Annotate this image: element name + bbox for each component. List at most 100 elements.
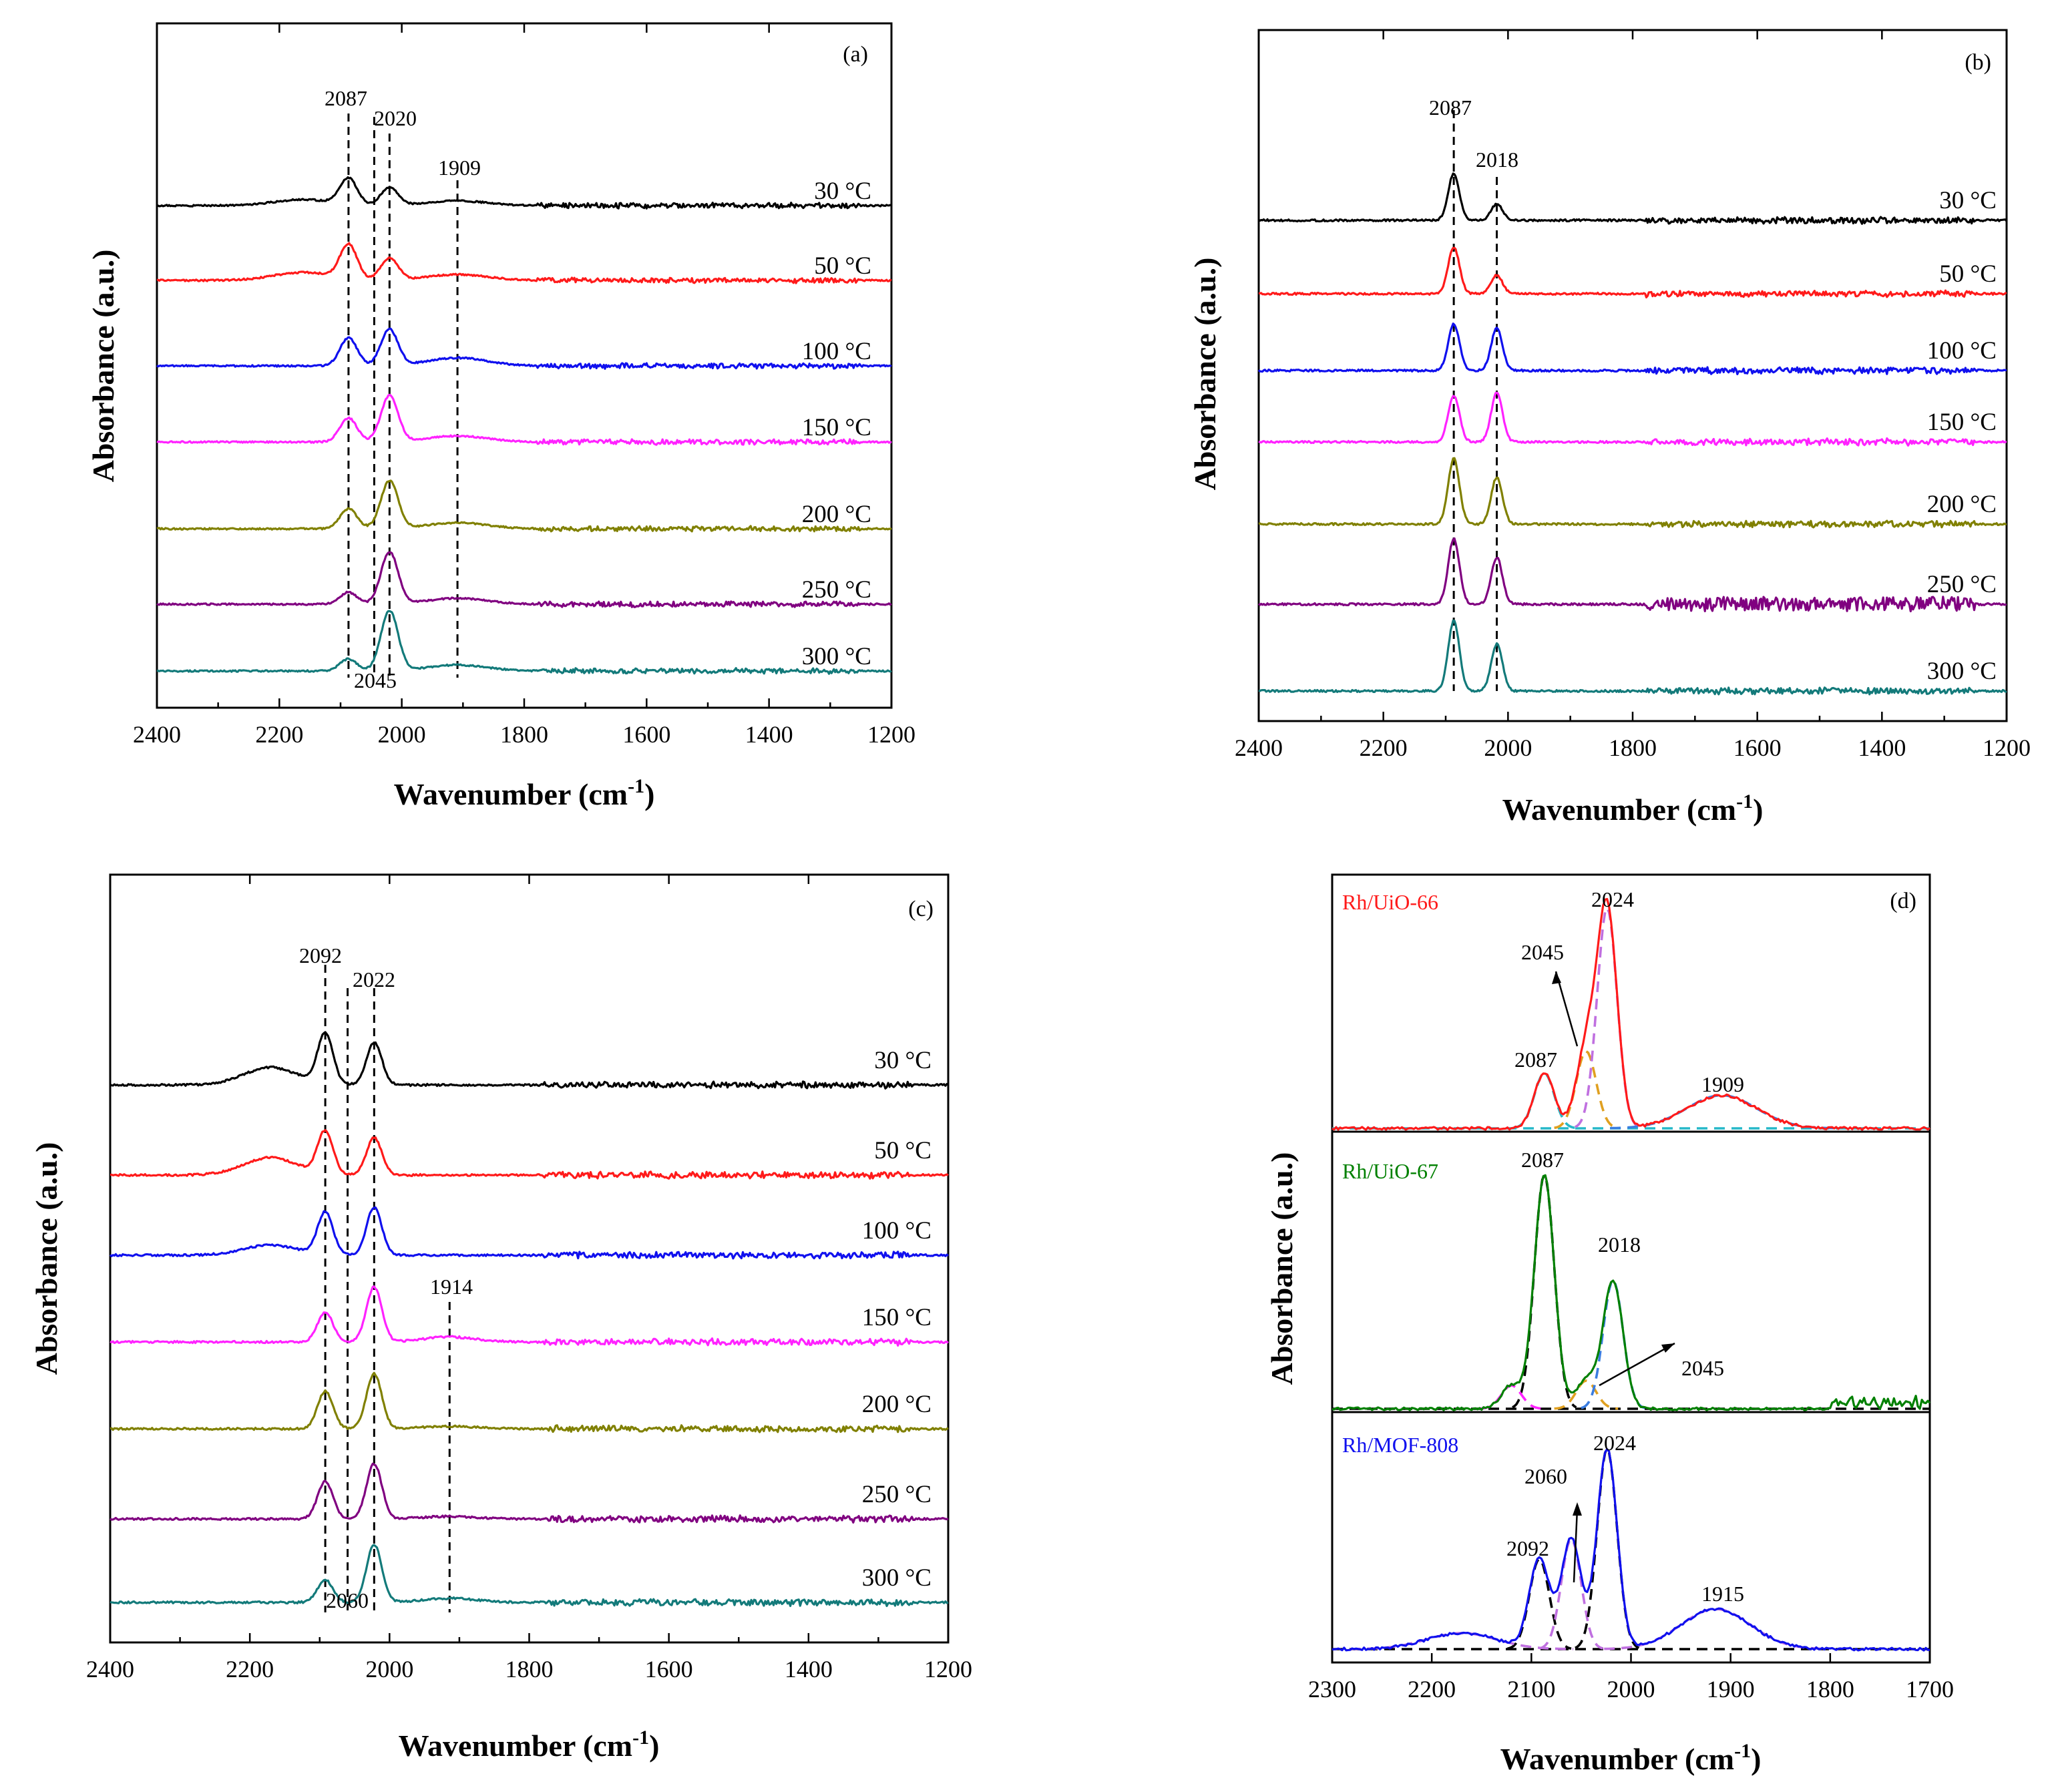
temperature-label: 30 °C (874, 1047, 932, 1074)
x-tick-label: 1800 (1806, 1676, 1854, 1703)
temperature-label: 100 °C (1927, 337, 1997, 365)
spectrum-line (1258, 619, 2007, 696)
spectrum-line (1258, 457, 2007, 529)
x-tick-label: 1600 (622, 721, 670, 748)
fit-component (1512, 1172, 1577, 1409)
panel-a-spectra (156, 176, 892, 675)
panel-c-tag: (c) (908, 897, 934, 921)
spectrum-line (156, 393, 892, 446)
sample-name-uio67: Rh/UiO-67 (1342, 1159, 1438, 1183)
x-tick-label: 1800 (500, 721, 548, 748)
temperature-label: 300 °C (862, 1564, 932, 1592)
spectrum-line (110, 1285, 950, 1347)
temperature-label: 150 °C (1927, 409, 1997, 436)
temperature-label: 200 °C (1927, 491, 1997, 518)
x-tick-label: 1900 (1707, 1676, 1755, 1703)
uio67-peak-label: 2087 (1521, 1148, 1564, 1172)
panel-d-spectra (1331, 897, 1931, 1652)
panel-b-tag: (b) (1965, 50, 1991, 75)
x-tick-label: 2000 (1484, 734, 1532, 761)
x-tick-label: 1800 (1609, 734, 1657, 761)
uio67-peak-label: 2018 (1598, 1233, 1641, 1257)
panel-d-ticks (1331, 1130, 1931, 1662)
temperature-label: 250 °C (802, 576, 871, 604)
x-tick-label: 1200 (1983, 734, 2031, 761)
spectrum-line (110, 1129, 949, 1180)
panel-d-frame (1331, 873, 1931, 1664)
panel-a-tag: (a) (843, 42, 868, 67)
panel-d-tick-labels: 2300 2200 2100 2000 1900 1800 1700 (1308, 1676, 1954, 1703)
panel-b-peak-label: 2087 (1429, 95, 1472, 120)
fit-component (1512, 1072, 1577, 1130)
x-tick-label: 1400 (785, 1656, 833, 1683)
spectrum-line (156, 610, 892, 675)
uio66-peak-label: 2087 (1514, 1048, 1557, 1072)
mof808-arrowhead (1573, 1502, 1582, 1516)
panel-c-frame (109, 873, 950, 1644)
uio66-peak-label: 2024 (1591, 887, 1634, 911)
panel-b-ticks (1257, 30, 2008, 721)
panel-c-peak-label: 2060 (326, 1588, 369, 1612)
fit-component (1554, 1050, 1619, 1130)
fit-component (1604, 1608, 1828, 1650)
temperature-label: 50 °C (874, 1137, 932, 1164)
temperature-label: 200 °C (862, 1391, 932, 1418)
spectrum-line (1257, 322, 2007, 375)
sample-spectrum (1331, 897, 1930, 1131)
spectrum-line (156, 551, 892, 608)
panel-c-y-axis-title: Absorbance (a.u.) (29, 1142, 63, 1375)
panel-a-reference-lines (347, 114, 459, 678)
x-tick-label: 2200 (226, 1656, 274, 1683)
sample-spectrum (1331, 1174, 1931, 1411)
panel-a: 2400 2200 2000 1800 1600 1400 1200 30 °C 50 °C 1… (86, 22, 915, 811)
x-tick-label: 2400 (133, 721, 181, 748)
spectrum-line (110, 1544, 949, 1607)
fit-component (1539, 1537, 1604, 1650)
spectrum-line (156, 176, 892, 210)
panel-a-peak-label: 2087 (325, 86, 367, 110)
panel-d-tag: (d) (1890, 889, 1916, 913)
mof808-arrow (1573, 1508, 1579, 1583)
panel-a-y-axis-title: Absorbance (a.u.) (86, 250, 120, 483)
panel-b-frame (1257, 29, 2008, 722)
panel-d-y-axis-title: Absorbance (a.u.) (1265, 1152, 1299, 1385)
panel-c-x-axis-title: Wavenumber (cm-1) (399, 1727, 660, 1763)
x-tick-label: 2300 (1308, 1676, 1356, 1703)
x-tick-label: 1200 (867, 721, 915, 748)
fit-component (1479, 1384, 1544, 1410)
x-tick-label: 1600 (645, 1656, 693, 1683)
mof808-peak-label: 2060 (1524, 1464, 1567, 1488)
sample-name-mof808: Rh/MOF-808 (1342, 1433, 1458, 1457)
spectrum-line (1258, 172, 2008, 225)
x-tick-label: 1700 (1906, 1676, 1954, 1703)
temperature-label: 250 °C (862, 1481, 932, 1508)
uio66-arrow (1555, 971, 1579, 1047)
x-tick-label: 2200 (1408, 1676, 1456, 1703)
panel-b-spectra (1257, 172, 2008, 696)
sample-name-uio66: Rh/UiO-66 (1342, 890, 1438, 914)
panel-a-ticks (156, 23, 893, 708)
temperature-label: 30 °C (814, 178, 871, 205)
panel-b-y-axis-title: Absorbance (a.u.) (1188, 258, 1222, 491)
panel-b-x-axis-title: Wavenumber (cm-1) (1502, 791, 1764, 827)
uio67-arrow (1599, 1342, 1675, 1387)
x-tick-label: 1800 (505, 1656, 554, 1683)
x-tick-label: 2400 (86, 1656, 134, 1683)
x-tick-label: 2100 (1507, 1676, 1555, 1703)
mof808-peak-label: 1915 (1701, 1582, 1744, 1606)
spectrum-line (109, 1206, 949, 1260)
x-tick-label: 1200 (924, 1656, 972, 1683)
spectrum-line (156, 242, 892, 284)
panel-c-spectra (109, 1031, 950, 1607)
spectrum-line (1258, 537, 2007, 613)
x-tick-label: 1400 (745, 721, 793, 748)
panel-c-ticks (109, 875, 950, 1642)
panel-c-peak-label: 2022 (353, 967, 395, 991)
temperature-label: 50 °C (1939, 260, 1997, 288)
panel-c-tick-labels: 2400 2200 2000 1800 1600 1400 1200 (86, 1656, 972, 1683)
x-tick-label: 2200 (1360, 734, 1408, 761)
temperature-label: 30 °C (1939, 187, 1997, 214)
temperature-label: 100 °C (802, 338, 871, 365)
spectrum-line (156, 327, 892, 370)
panel-b-reference-lines (1452, 110, 1498, 691)
